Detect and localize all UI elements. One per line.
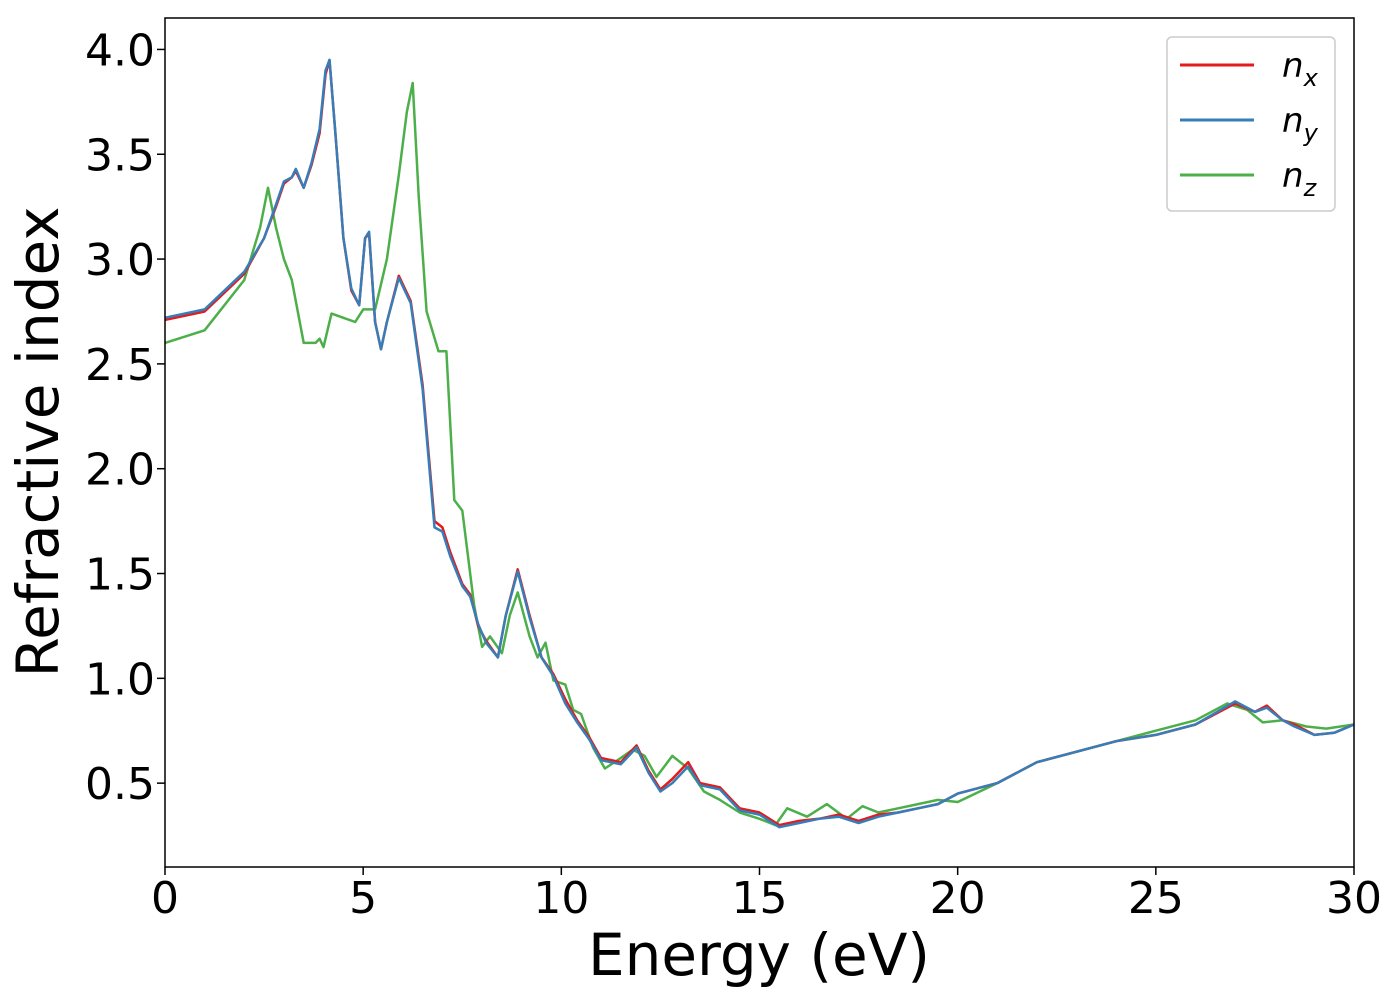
series-line-ny xyxy=(165,58,1354,829)
legend-box xyxy=(1166,36,1336,212)
legend-label-symbol: n xyxy=(1282,156,1304,196)
y-tick-label: 1.0 xyxy=(85,654,155,705)
y-tick-label: 1.5 xyxy=(85,550,155,601)
legend-label-nz: nz xyxy=(1282,156,1318,202)
x-tick-label: 0 xyxy=(151,873,179,924)
legend-label-symbol: n xyxy=(1282,101,1304,141)
x-axis-ticks: 0 5 10 15 20 25 30 xyxy=(151,867,1382,924)
legend-label-subscript: z xyxy=(1303,174,1318,202)
y-axis-ticks: 0.5 1.0 1.5 2.0 2.5 3.0 3.5 4.0 xyxy=(85,25,165,810)
x-tick-label: 15 xyxy=(732,873,788,924)
legend-label-nx: nx xyxy=(1282,46,1319,92)
y-tick-label: 3.0 xyxy=(85,235,155,286)
legend-label-ny: ny xyxy=(1282,101,1319,147)
x-tick-label: 10 xyxy=(533,873,589,924)
series-line-nz xyxy=(165,81,1354,827)
x-tick-label: 25 xyxy=(1128,873,1184,924)
plot-background xyxy=(165,18,1354,867)
series-layer xyxy=(165,58,1354,829)
legend-label-symbol: n xyxy=(1282,46,1304,86)
y-tick-label: 0.5 xyxy=(85,759,155,810)
y-tick-label: 4.0 xyxy=(85,25,155,76)
y-tick-label: 2.0 xyxy=(85,445,155,496)
legend-label-subscript: x xyxy=(1303,64,1319,92)
y-tick-label: 2.5 xyxy=(85,340,155,391)
legend-label-subscript: y xyxy=(1303,119,1319,147)
x-tick-label: 5 xyxy=(349,873,377,924)
x-tick-label: 30 xyxy=(1326,873,1382,924)
y-tick-label: 3.5 xyxy=(85,130,155,181)
y-axis-title: Refractive index xyxy=(4,206,72,677)
x-axis-title: Energy (eV) xyxy=(588,921,930,989)
x-tick-label: 20 xyxy=(930,873,986,924)
